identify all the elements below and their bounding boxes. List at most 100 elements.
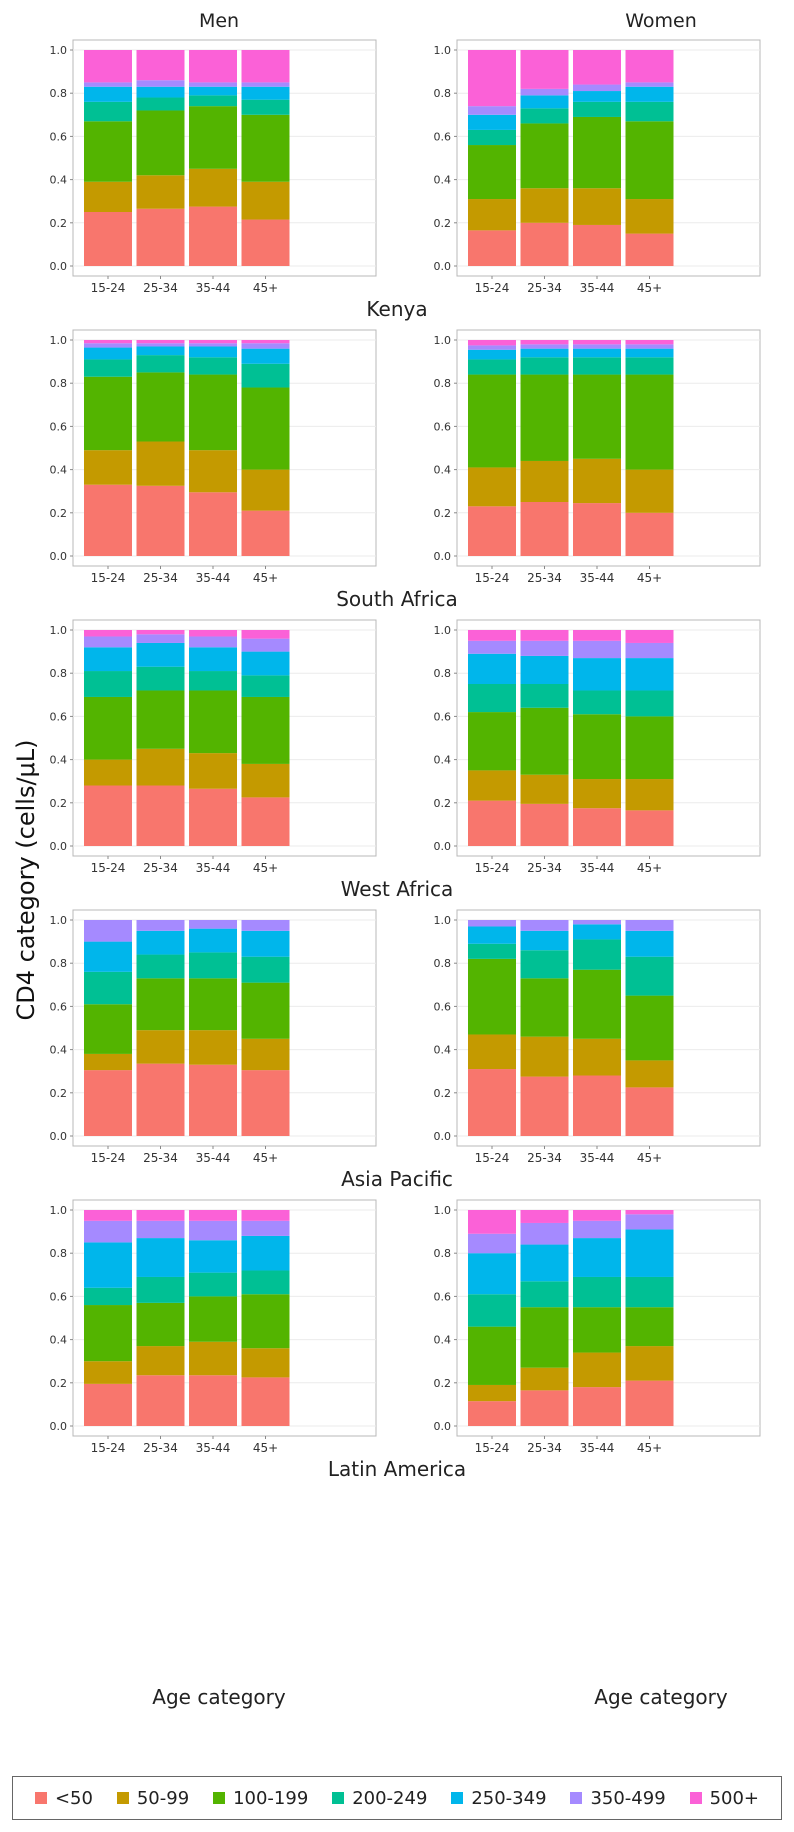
bar-segment-latin-america-men-15-24-<50 [84, 1383, 132, 1426]
y-tick-label-kenya-men-3: 0.6 [50, 130, 68, 143]
bar-segment-asia-pacific-women-35-44-350-499 [573, 920, 621, 925]
bar-segment-latin-america-men-15-24-500+ [84, 1210, 132, 1221]
y-tick-label-south-africa-men-2: 0.4 [50, 464, 68, 477]
bar-segment-west-africa-men-25-34-100-199 [136, 690, 185, 749]
legend-swatch-2 [213, 1792, 226, 1804]
bar-segment-asia-pacific-women-45+-50-99 [625, 1060, 674, 1088]
bar-segment-kenya-women-25-34-250-349 [520, 95, 569, 109]
bar-segment-kenya-men-45+-350-499 [241, 82, 290, 87]
bar-segment-west-africa-women-25-34-<50 [520, 803, 569, 846]
bar-segment-latin-america-men-45+-250-349 [241, 1235, 290, 1271]
bar-segment-south-africa-men-15-24-100-199 [84, 376, 132, 451]
bar-segment-asia-pacific-men-25-34-250-349 [136, 930, 185, 955]
y-tick-label-south-africa-men-3: 0.6 [50, 420, 68, 433]
bar-segment-south-africa-men-15-24-<50 [84, 484, 132, 556]
bar-segment-kenya-men-35-44-250-349 [189, 86, 237, 96]
bar-segment-west-africa-women-45+-250-349 [625, 658, 674, 691]
x-tick-label-west-africa-women-1: 25-34 [527, 861, 562, 875]
bar-segment-south-africa-men-15-24-500+ [84, 340, 132, 344]
bar-segment-asia-pacific-women-25-34-350-499 [520, 920, 569, 931]
legend-swatch-0 [34, 1792, 47, 1804]
bar-segment-latin-america-men-25-34-250-349 [136, 1238, 185, 1277]
bar-segment-west-africa-men-45+-50-99 [241, 763, 290, 798]
y-tick-label-west-africa-women-3: 0.6 [434, 710, 452, 723]
y-tick-label-west-africa-men-3: 0.6 [50, 710, 68, 723]
bar-segment-asia-pacific-women-35-44-50-99 [573, 1038, 621, 1076]
y-tick-label-latin-america-men-2: 0.4 [50, 1334, 68, 1347]
y-tick-label-kenya-men-4: 0.8 [50, 87, 68, 100]
bar-segment-latin-america-men-35-44-100-199 [189, 1296, 237, 1342]
bar-segment-latin-america-women-15-24-200-249 [468, 1294, 516, 1327]
bar-segment-asia-pacific-men-35-44-350-499 [189, 920, 237, 929]
y-tick-label-asia-pacific-women-5: 1.0 [434, 914, 452, 927]
y-tick-label-latin-america-women-2: 0.4 [434, 1334, 452, 1347]
bar-segment-south-africa-women-15-24-250-349 [468, 349, 516, 360]
bar-segment-west-africa-men-15-24-200-249 [84, 671, 132, 697]
bar-segment-kenya-women-35-44-200-249 [573, 101, 621, 117]
bar-segment-latin-america-men-35-44-200-249 [189, 1272, 237, 1297]
bar-segment-latin-america-women-15-24-100-199 [468, 1326, 516, 1385]
bar-segment-asia-pacific-men-15-24-350-499 [84, 920, 132, 942]
bar-segment-west-africa-women-35-44-200-249 [573, 690, 621, 715]
x-tick-label-latin-america-men-0: 15-24 [91, 1441, 126, 1455]
bar-segment-asia-pacific-women-35-44-100-199 [573, 969, 621, 1039]
bar-segment-asia-pacific-men-15-24-<50 [84, 1070, 132, 1136]
bar-segment-asia-pacific-women-15-24-<50 [468, 1069, 516, 1136]
region-label-kenya: Kenya [366, 297, 427, 321]
x-tick-label-latin-america-men-3: 45+ [253, 1441, 278, 1455]
bar-segment-asia-pacific-women-45+-200-249 [625, 956, 674, 996]
legend-label-3: 200-249 [352, 1787, 428, 1809]
x-tick-label-kenya-men-3: 45+ [253, 281, 278, 295]
bar-segment-latin-america-women-25-34-200-249 [520, 1281, 569, 1308]
bar-segment-latin-america-men-35-44-50-99 [189, 1341, 237, 1376]
bar-segment-latin-america-women-15-24-<50 [468, 1401, 516, 1426]
bar-segment-asia-pacific-men-15-24-250-349 [84, 941, 132, 972]
bar-segment-asia-pacific-women-25-34-200-249 [520, 950, 569, 979]
x-tick-label-asia-pacific-men-1: 25-34 [143, 1151, 178, 1165]
y-tick-label-kenya-women-5: 1.0 [434, 44, 452, 57]
bar-segment-latin-america-women-15-24-350-499 [468, 1233, 516, 1254]
bar-segment-west-africa-women-15-24-100-199 [468, 712, 516, 771]
bar-segment-asia-pacific-women-45+-100-199 [625, 995, 674, 1061]
bar-segment-south-africa-women-25-34-500+ [520, 340, 569, 345]
bar-segment-south-africa-women-35-44-50-99 [573, 458, 621, 504]
legend-label-1: 50-99 [136, 1787, 190, 1809]
x-tick-label-west-africa-men-1: 25-34 [143, 861, 178, 875]
bar-segment-west-africa-women-35-44-100-199 [573, 714, 621, 780]
y-tick-label-asia-pacific-women-1: 0.2 [434, 1087, 452, 1100]
x-tick-label-latin-america-men-2: 35-44 [196, 1441, 231, 1455]
bar-segment-kenya-men-45+-<50 [241, 219, 290, 266]
bar-segment-asia-pacific-men-25-34-<50 [136, 1063, 185, 1136]
bar-segment-latin-america-men-25-34-200-249 [136, 1276, 185, 1303]
y-tick-label-south-africa-women-2: 0.4 [434, 464, 452, 477]
bar-segment-latin-america-women-25-34-500+ [520, 1210, 569, 1223]
bar-segment-asia-pacific-women-35-44-200-249 [573, 939, 621, 970]
bar-segment-kenya-women-15-24-200-249 [468, 129, 516, 146]
bar-segment-latin-america-women-35-44-500+ [573, 1210, 621, 1221]
bar-segment-west-africa-women-25-34-100-199 [520, 707, 569, 775]
bar-segment-west-africa-men-15-24-50-99 [84, 759, 132, 786]
y-tick-label-asia-pacific-women-4: 0.8 [434, 957, 452, 970]
y-tick-label-asia-pacific-women-0: 0.0 [434, 1130, 452, 1143]
bar-segment-asia-pacific-women-15-24-350-499 [468, 920, 516, 927]
bar-segment-latin-america-women-35-44-250-349 [573, 1238, 621, 1277]
y-tick-label-latin-america-men-4: 0.8 [50, 1247, 68, 1260]
bar-segment-kenya-men-25-34-<50 [136, 208, 185, 266]
bar-segment-south-africa-men-25-34-200-249 [136, 355, 185, 373]
y-tick-label-latin-america-women-0: 0.0 [434, 1420, 452, 1433]
y-tick-label-kenya-men-5: 1.0 [50, 44, 68, 57]
region-label-west-africa: West Africa [341, 877, 454, 901]
y-tick-label-south-africa-men-1: 0.2 [50, 507, 68, 520]
bar-segment-latin-america-men-35-44-<50 [189, 1375, 237, 1426]
bar-segment-latin-america-women-25-34-<50 [520, 1390, 569, 1426]
region-label-south-africa: South Africa [336, 587, 458, 611]
bar-segment-asia-pacific-men-15-24-50-99 [84, 1053, 132, 1071]
bar-segment-west-africa-men-15-24-350-499 [84, 636, 132, 648]
bar-segment-latin-america-men-45+-<50 [241, 1377, 290, 1426]
bar-segment-latin-america-men-15-24-200-249 [84, 1287, 132, 1306]
bar-segment-west-africa-women-45+-<50 [625, 810, 674, 846]
y-tick-label-asia-pacific-men-4: 0.8 [50, 957, 68, 970]
x-tick-label-latin-america-women-1: 25-34 [527, 1441, 562, 1455]
y-tick-label-latin-america-men-5: 1.0 [50, 1204, 68, 1217]
bar-segment-south-africa-women-15-24-350-499 [468, 345, 516, 350]
